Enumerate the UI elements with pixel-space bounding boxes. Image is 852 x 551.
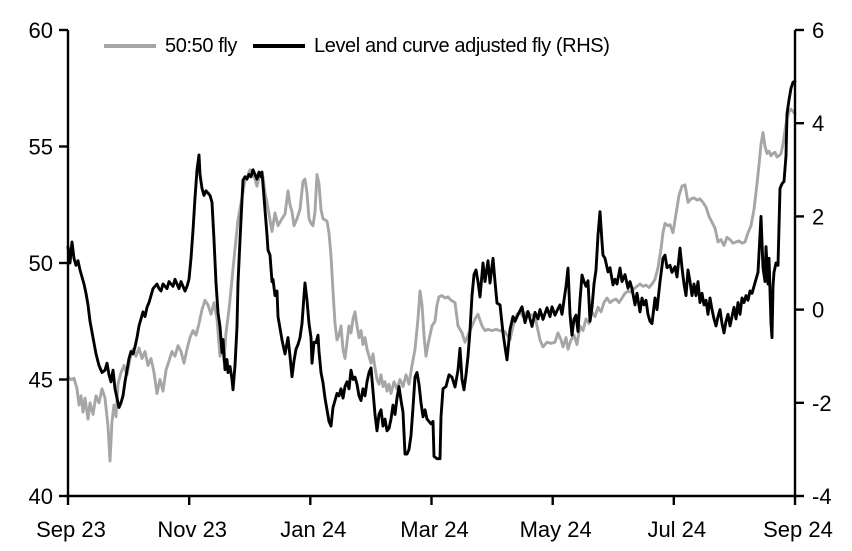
x-axis-tick-label: Jan 24 (280, 517, 346, 542)
legend-item-5050-fly: 50:50 fly (104, 33, 237, 59)
x-axis-tick-label: Sep 23 (36, 517, 106, 542)
left-axis-tick-label: 55 (29, 135, 53, 160)
series-line-level-curve-adjusted-fly (66, 79, 797, 461)
right-axis-tick-label: 4 (812, 111, 824, 136)
legend-label-level-curve-adjusted-fly: Level and curve adjusted fly (RHS) (314, 34, 610, 57)
right-axis-tick-label: 2 (812, 204, 824, 229)
legend-item-level-curve-adjusted-fly: Level and curve adjusted fly (RHS) (253, 33, 610, 59)
left-axis-tick-label: 50 (29, 251, 53, 276)
gray-line-swatch-icon (104, 44, 156, 48)
x-axis-tick-label: Mar 24 (400, 517, 468, 542)
left-axis-tick-label: 45 (29, 368, 53, 393)
chart-legend: 50:50 fly Level and curve adjusted fly (… (104, 33, 610, 59)
x-axis-tick-label: Nov 23 (157, 517, 227, 542)
legend-label-5050-fly: 50:50 fly (165, 34, 238, 57)
x-axis-tick-label: Jul 24 (647, 517, 706, 542)
black-line-swatch-icon (253, 44, 306, 48)
x-axis-tick-label: Sep 24 (763, 517, 833, 542)
left-axis-tick-label: 40 (29, 484, 53, 509)
right-axis-tick-label: 0 (812, 298, 824, 323)
right-axis-tick-label: 6 (812, 18, 824, 43)
right-axis-tick-label: -4 (812, 484, 832, 509)
left-axis-tick-label: 60 (29, 18, 53, 43)
x-axis-tick-label: May 24 (520, 517, 592, 542)
series-line-5050-fly (66, 107, 797, 463)
right-axis-tick-label: -2 (812, 391, 832, 416)
